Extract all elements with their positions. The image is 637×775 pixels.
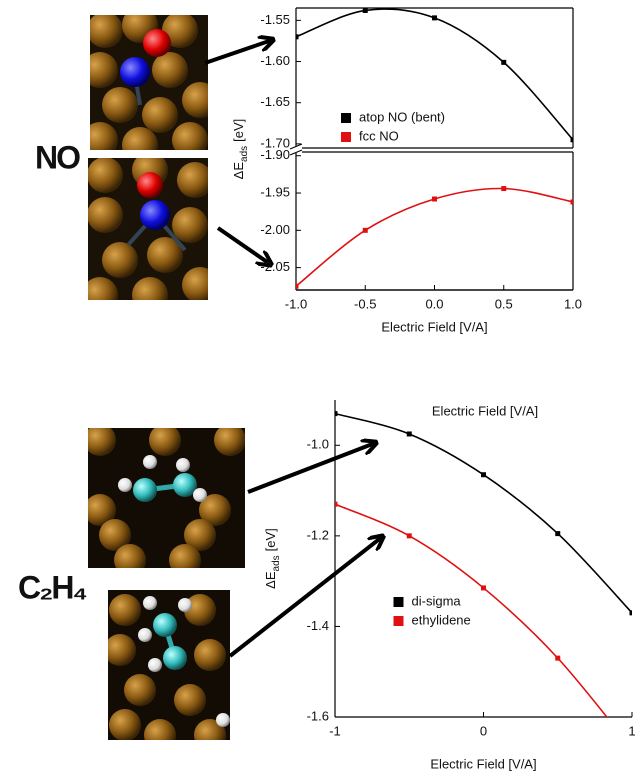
y-tick-label: -1.90 [260,147,290,162]
data-point [555,656,560,661]
y-axis-title-main: ΔE [263,571,278,589]
y-tick-label: -2.05 [260,259,290,274]
data-point [294,284,299,289]
y-tick-label: -1.60 [260,53,290,68]
legend-swatch [394,616,404,626]
x-axis-title: Electric Field [V/A] [381,319,487,334]
y-tick-label: -1.55 [260,12,290,27]
data-point [555,531,560,536]
series-line [296,189,573,287]
data-point [333,411,338,416]
x-tick-label: 1.0 [564,296,582,311]
legend-label: fcc NO [359,128,399,143]
y-axis-title-main: ΔE [231,162,246,180]
y-tick-label: -1.65 [260,94,290,109]
data-point [481,585,486,590]
data-point [432,196,437,201]
data-point [501,186,506,191]
molecule-label: NO [35,139,80,175]
disigma-image [84,424,246,576]
x-tick-label: -1 [329,723,341,738]
data-point [294,34,299,39]
series-group [294,186,576,289]
data-point [481,472,486,477]
legend-label: di-sigma [412,593,462,608]
data-point [333,502,338,507]
data-point [407,431,412,436]
series-group [333,411,635,615]
y-axis-title-sub: ads [239,146,250,162]
y-axis-title-unit: [eV] [231,119,246,142]
y-tick-label: -2.00 [260,222,290,237]
x-axis-title: Electric Field [V/A] [430,756,536,771]
y-tick-label: -1.6 [307,708,329,723]
y-tick-label: -1.4 [307,618,329,633]
x-axis-top-title: Electric Field [V/A] [432,403,538,418]
data-point [363,8,368,13]
x-tick-label: 0 [480,723,487,738]
y-tick-label: -1.0 [307,437,329,452]
legend-swatch [394,597,404,607]
data-point [501,60,506,65]
data-point [630,610,635,615]
data-point [571,137,576,142]
y-axis-title-sub: ads [271,555,282,571]
x-tick-label: 0.0 [425,296,443,311]
data-point [630,746,635,751]
legend-label: atop NO (bent) [359,109,445,124]
series-line [335,414,632,613]
y-tick-label: -1.95 [260,184,290,199]
ethylidene-image [104,590,230,751]
legend-label: ethylidene [412,612,471,627]
y-axis-title: ΔEads [eV] [263,528,281,589]
x-tick-label: -1.0 [285,296,307,311]
x-tick-label: 1 [628,723,635,738]
data-point [571,199,576,204]
data-point [432,15,437,20]
y-tick-label: -1.2 [307,527,329,542]
no-fcc-image [82,152,218,313]
no-atop-image [82,7,218,163]
x-tick-label: 0.5 [495,296,513,311]
data-point [363,228,368,233]
legend-swatch [341,132,351,142]
molecule-label: C₂H₄ [18,569,86,605]
y-axis-title: ΔEads [eV] [231,119,249,180]
figure: NO C₂H₄ -1.55-1.60-1.65-1.70-1.90-1.95-2… [0,0,637,775]
y-axis-title-unit: [eV] [263,528,278,551]
legend-swatch [341,113,351,123]
data-point [407,533,412,538]
x-tick-label: -0.5 [354,296,376,311]
